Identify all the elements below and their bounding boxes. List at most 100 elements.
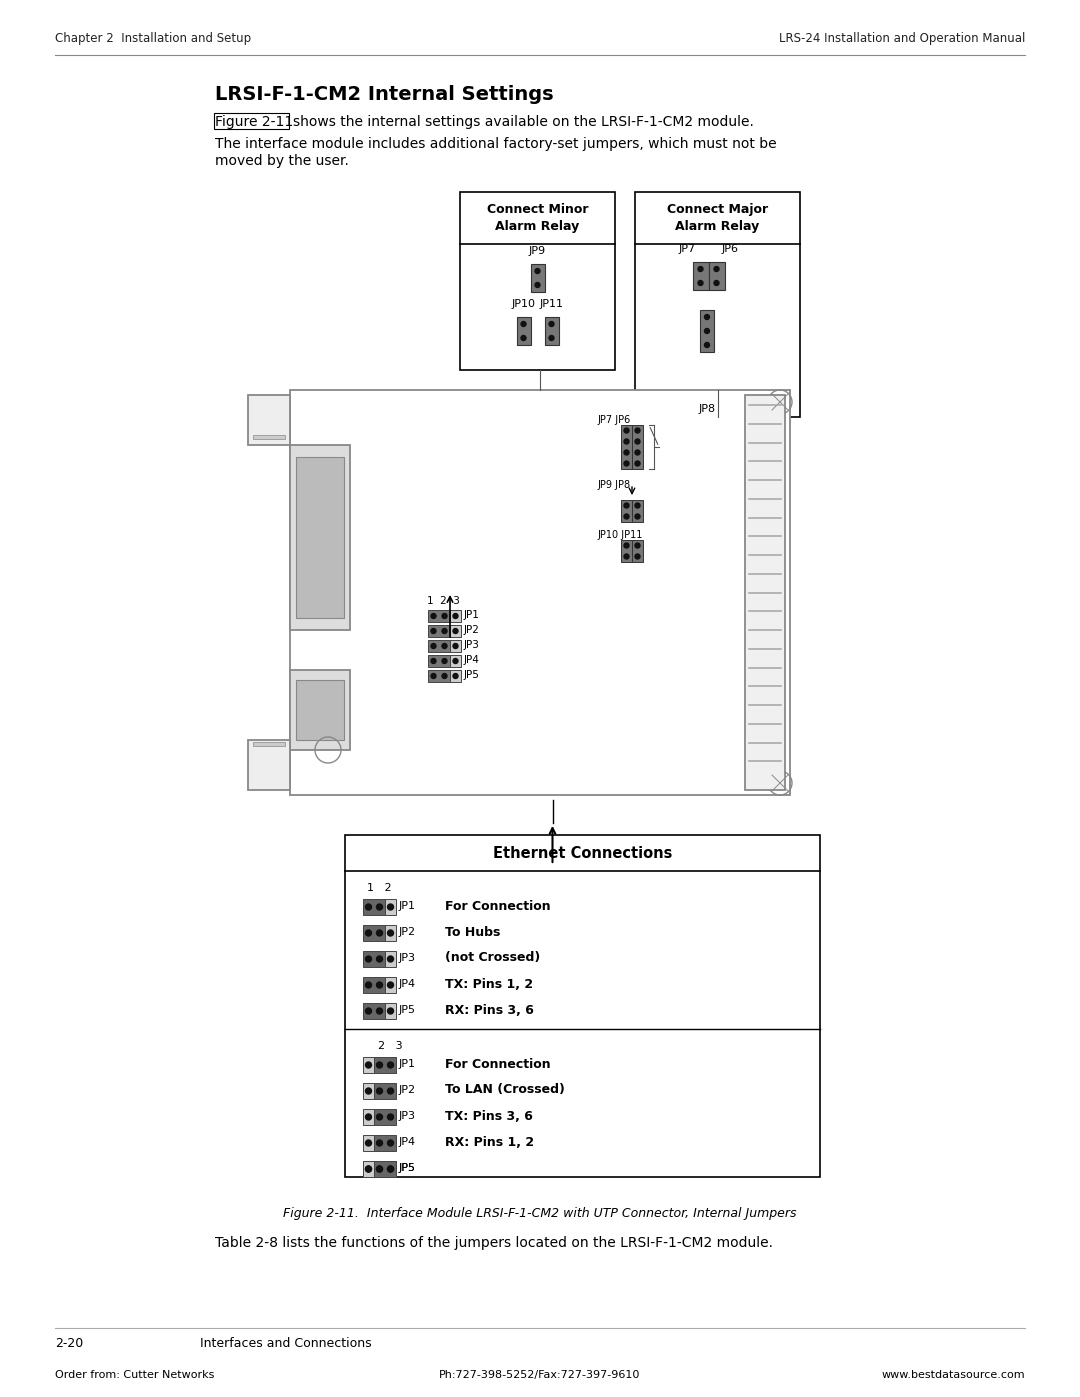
Bar (296, 457, 345, 617)
Circle shape (365, 1140, 372, 1146)
Circle shape (388, 1009, 393, 1014)
Bar (621, 541, 632, 562)
Text: 1   2: 1 2 (367, 883, 392, 893)
Circle shape (388, 982, 393, 988)
Bar (530, 264, 544, 292)
Circle shape (624, 543, 629, 548)
Circle shape (624, 461, 629, 467)
Text: JP5: JP5 (399, 1162, 416, 1173)
Circle shape (388, 1140, 393, 1146)
Circle shape (624, 450, 629, 455)
Bar (544, 317, 558, 345)
Bar (363, 1003, 384, 1018)
Circle shape (388, 904, 393, 909)
Text: JP8: JP8 (699, 404, 716, 414)
Text: JP9: JP9 (529, 246, 546, 256)
Circle shape (704, 342, 710, 348)
Text: LRS-24 Installation and Operation Manual: LRS-24 Installation and Operation Manual (779, 32, 1025, 45)
Circle shape (624, 427, 629, 433)
Text: 2-20: 2-20 (55, 1337, 83, 1350)
Text: JP4: JP4 (464, 655, 480, 665)
Circle shape (388, 1166, 393, 1172)
Bar (632, 541, 643, 562)
Circle shape (377, 1113, 382, 1120)
Text: moved by the user.: moved by the user. (215, 154, 349, 168)
Bar (384, 925, 396, 942)
Text: TX: Pins 3, 6: TX: Pins 3, 6 (445, 1109, 532, 1123)
Circle shape (431, 673, 436, 679)
Circle shape (453, 613, 458, 619)
Circle shape (365, 1113, 372, 1120)
Circle shape (635, 503, 640, 509)
Circle shape (388, 1088, 393, 1094)
Bar (363, 1058, 374, 1073)
Text: JP3: JP3 (399, 953, 416, 963)
Bar (363, 1109, 374, 1125)
Circle shape (453, 673, 458, 679)
Circle shape (388, 1113, 393, 1120)
Bar (363, 1083, 374, 1099)
Bar (384, 977, 396, 993)
Circle shape (521, 335, 526, 341)
Text: TX: Pins 1, 2: TX: Pins 1, 2 (445, 978, 534, 990)
Text: 1  2  3: 1 2 3 (427, 597, 460, 606)
Text: Order from: Cutter Networks: Order from: Cutter Networks (55, 1370, 214, 1380)
Bar (692, 263, 708, 291)
Text: JP10: JP10 (512, 299, 536, 309)
Bar (296, 680, 345, 740)
Circle shape (377, 982, 382, 988)
Text: JP10 JP11: JP10 JP11 (597, 529, 643, 541)
Circle shape (635, 461, 640, 467)
Circle shape (624, 514, 629, 520)
Circle shape (377, 904, 382, 909)
Text: JP2: JP2 (399, 1085, 416, 1095)
Bar (363, 977, 384, 993)
Text: To LAN (Crossed): To LAN (Crossed) (445, 1084, 565, 1097)
Circle shape (442, 644, 447, 648)
Text: JP5: JP5 (464, 671, 480, 680)
Circle shape (624, 503, 629, 509)
Text: JP4: JP4 (399, 1137, 416, 1147)
Circle shape (624, 555, 629, 559)
Circle shape (388, 1062, 393, 1067)
Text: To Hubs: To Hubs (445, 925, 500, 939)
Bar (450, 610, 461, 622)
Text: JP2: JP2 (464, 624, 480, 636)
Bar (428, 655, 450, 666)
Circle shape (431, 658, 436, 664)
Circle shape (365, 1166, 372, 1172)
Text: JP3: JP3 (399, 1111, 416, 1120)
Bar (428, 640, 450, 652)
Bar (632, 425, 643, 469)
Bar (450, 671, 461, 682)
Bar (345, 835, 820, 1178)
Bar (363, 925, 384, 942)
Bar (450, 640, 461, 652)
Bar (374, 1161, 396, 1178)
Text: JP11: JP11 (540, 299, 564, 309)
Circle shape (453, 629, 458, 633)
Circle shape (453, 644, 458, 648)
Text: JP1: JP1 (464, 610, 480, 620)
Bar (428, 624, 450, 637)
Circle shape (549, 321, 554, 327)
Bar (374, 1109, 396, 1125)
Bar (460, 191, 615, 370)
Bar (374, 1058, 396, 1073)
Circle shape (377, 1140, 382, 1146)
Bar (745, 395, 785, 789)
Circle shape (431, 613, 436, 619)
Circle shape (635, 555, 640, 559)
Circle shape (431, 629, 436, 633)
Text: LRSI-F-1-CM2 Internal Settings: LRSI-F-1-CM2 Internal Settings (215, 85, 554, 103)
Circle shape (535, 268, 540, 274)
Bar (632, 500, 643, 522)
Text: JP1: JP1 (399, 1059, 416, 1069)
Bar (363, 1134, 374, 1151)
Circle shape (442, 613, 447, 619)
Text: JP3: JP3 (464, 640, 480, 650)
Circle shape (365, 1166, 372, 1172)
Bar (374, 1134, 396, 1151)
Circle shape (377, 1088, 382, 1094)
Circle shape (453, 658, 458, 664)
